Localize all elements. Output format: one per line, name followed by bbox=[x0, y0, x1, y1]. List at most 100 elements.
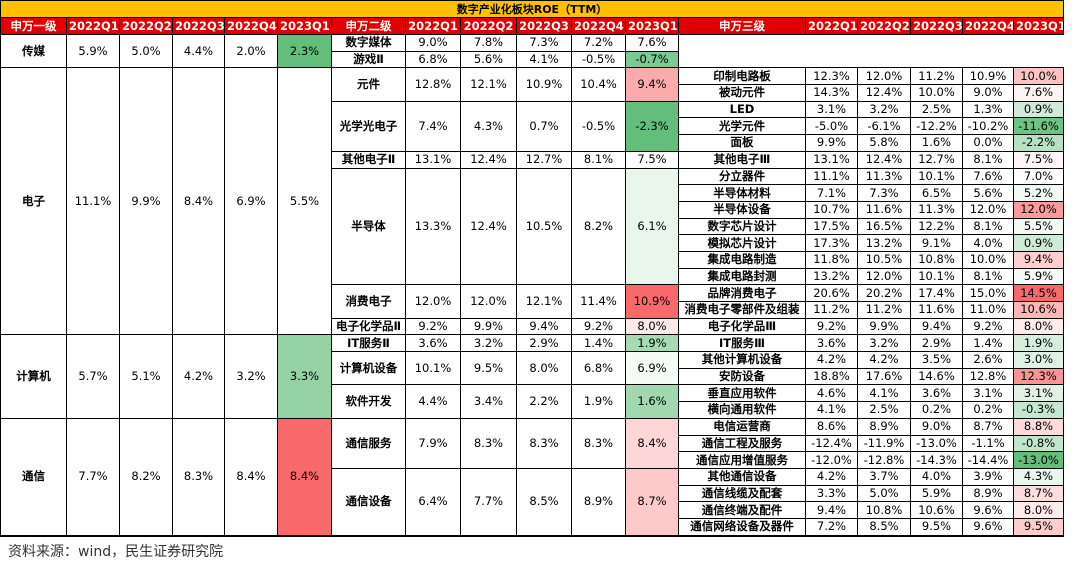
level3-name: 电子化学品Ⅲ bbox=[678, 317, 806, 336]
level1-value: 4.2% bbox=[172, 334, 225, 419]
header-cell: 2022Q3 bbox=[910, 17, 963, 35]
level3-value: 14.6% bbox=[910, 367, 963, 386]
level3-value: -2.2% bbox=[1012, 134, 1065, 152]
level3-value: 9.0% bbox=[910, 417, 963, 436]
level3-value: 1.3% bbox=[962, 100, 1014, 119]
header-cell: 2022Q3 bbox=[516, 17, 572, 35]
level3-value: 4.3% bbox=[1012, 467, 1065, 486]
level3-value: -12.2% bbox=[910, 117, 963, 136]
level2-name: 光学光电子 bbox=[331, 100, 406, 152]
level2-value: 7.3% bbox=[516, 34, 572, 52]
level2-value: 2.2% bbox=[516, 384, 572, 419]
level3-value: 4.2% bbox=[805, 351, 858, 369]
level2-value: 6.1% bbox=[625, 167, 679, 286]
level2-value: 8.3% bbox=[460, 417, 517, 469]
level2-value: 4.4% bbox=[405, 384, 461, 419]
level3-value: 20.2% bbox=[857, 284, 911, 302]
level3-value: 0.0% bbox=[962, 134, 1014, 152]
row: 横向通用软件 4.1% 2.5% 0.2% 0.2% -0.3% bbox=[1, 401, 1065, 419]
level1-name: 计算机 bbox=[0, 334, 67, 419]
level3-value: 11.2% bbox=[857, 301, 911, 319]
level3-value: 8.9% bbox=[962, 484, 1014, 503]
level1-value: 11.1% bbox=[66, 67, 120, 336]
level3-value: 7.3% bbox=[857, 184, 911, 202]
level2-value: 4.3% bbox=[460, 100, 517, 152]
level3-value: 11.8% bbox=[805, 250, 858, 269]
level2-value: 5.6% bbox=[460, 50, 517, 69]
level3-value: 10.8% bbox=[857, 501, 911, 519]
level3-value: 5.0% bbox=[857, 484, 911, 503]
row: 计算机设备 10.1% 9.5% 8.0% 6.8% 6.9% 其他计算机设备 4.2% 4.2… bbox=[1, 351, 1065, 386]
level3-value: 10.1% bbox=[910, 267, 963, 286]
level2-value: 13.1% bbox=[405, 150, 461, 169]
level2-value: 1.6% bbox=[625, 384, 679, 419]
level3-value: -6.1% bbox=[857, 117, 911, 136]
level2-value: 12.1% bbox=[516, 284, 572, 319]
row: 集成电路封测 13.2% 12.0% 10.1% 8.1% 5.9% bbox=[1, 267, 1065, 286]
header-cell: 2023Q1 bbox=[277, 17, 332, 35]
level3-value: -12.8% bbox=[857, 451, 911, 469]
level3-value: 10.7% bbox=[805, 200, 858, 219]
level2-value: -0.5% bbox=[571, 100, 626, 152]
level2-name: 消费电子 bbox=[331, 284, 406, 319]
level2-value: 9.2% bbox=[571, 317, 626, 336]
level3-value: 6.5% bbox=[910, 184, 963, 202]
level2-value: -0.7% bbox=[625, 50, 679, 69]
level2-value: 8.2% bbox=[571, 167, 626, 286]
level1-value: 5.7% bbox=[66, 334, 120, 419]
level3-name: 集成电路制造 bbox=[678, 250, 806, 269]
level3-value: 8.6% bbox=[805, 417, 858, 436]
level2-value: 8.5% bbox=[516, 467, 572, 537]
level3-value: 3.1% bbox=[805, 100, 858, 119]
level3-value: 1.4% bbox=[962, 334, 1014, 353]
level3-value: 7.6% bbox=[962, 167, 1014, 186]
header-cell: 申万三级 bbox=[678, 17, 806, 35]
level3-value: 3.2% bbox=[857, 334, 911, 353]
level3-value: 14.5% bbox=[1012, 284, 1065, 302]
level3-value: 20.6% bbox=[805, 284, 858, 302]
level2-value: 12.1% bbox=[460, 67, 517, 102]
level3-value: 0.2% bbox=[962, 401, 1014, 419]
level3-value: -11.6% bbox=[1012, 117, 1065, 136]
level3-value: 3.7% bbox=[857, 467, 911, 486]
level2-value: 6.8% bbox=[571, 351, 626, 386]
level3-value: 4.2% bbox=[805, 467, 858, 486]
level2-value: 8.1% bbox=[571, 150, 626, 169]
level2-value: 1.9% bbox=[625, 334, 679, 353]
level3-value: 9.2% bbox=[962, 317, 1014, 336]
level2-value: 7.8% bbox=[460, 34, 517, 52]
level2-value: 7.5% bbox=[625, 150, 679, 169]
level3-value: 11.1% bbox=[805, 167, 858, 186]
level3-value: 12.4% bbox=[857, 150, 911, 169]
header-cell: 2022Q4 bbox=[224, 17, 278, 35]
header-cell: 2022Q2 bbox=[119, 17, 173, 35]
level3-value: -14.3% bbox=[910, 451, 963, 469]
row: 电子化学品Ⅱ 9.2% 9.9% 9.4% 9.2% 8.0% 电子化学品Ⅲ 9.2% 9.9%… bbox=[1, 317, 1065, 336]
level3-value: 16.5% bbox=[857, 217, 911, 236]
level3-value: 10.6% bbox=[910, 501, 963, 519]
level3-value: 9.2% bbox=[805, 317, 858, 336]
level3-value: 4.0% bbox=[962, 234, 1014, 252]
level3-value: 10.0% bbox=[910, 84, 963, 102]
level1-value: 3.3% bbox=[277, 334, 332, 419]
row: 光学光电子 7.4% 4.3% 0.7% -0.5% -2.3% LED 3.1% 3.2% 2.… bbox=[1, 100, 1065, 152]
level2-value: -0.5% bbox=[571, 50, 626, 69]
level3-value: 0.9% bbox=[1012, 234, 1065, 252]
level2-value: 9.5% bbox=[460, 351, 517, 386]
level3-name: 通信应用增值服务 bbox=[678, 451, 806, 469]
row: 计算机 5.7% 5.1% 4.2% 3.2% 3.3% IT服务Ⅱ 3.6% 3.2% 2.9%… bbox=[0, 334, 1065, 419]
level3-value: 12.4% bbox=[857, 84, 911, 102]
level3-value: 17.5% bbox=[805, 217, 858, 236]
level3-value: 12.8% bbox=[962, 367, 1014, 386]
level2-value: 8.7% bbox=[625, 467, 679, 537]
level3-value: 3.2% bbox=[857, 100, 911, 119]
level3-value: 8.5% bbox=[857, 517, 911, 537]
level2-name: 数字媒体 bbox=[331, 34, 406, 52]
level2-name: 通信服务 bbox=[331, 417, 406, 469]
level3-value: 3.1% bbox=[962, 384, 1014, 403]
level2-value: 12.7% bbox=[516, 150, 572, 169]
level2-value: 12.0% bbox=[460, 284, 517, 319]
level3-value: 5.2% bbox=[1012, 184, 1065, 202]
level3-value: 12.7% bbox=[910, 150, 963, 169]
level3-value: -0.3% bbox=[1012, 401, 1065, 419]
